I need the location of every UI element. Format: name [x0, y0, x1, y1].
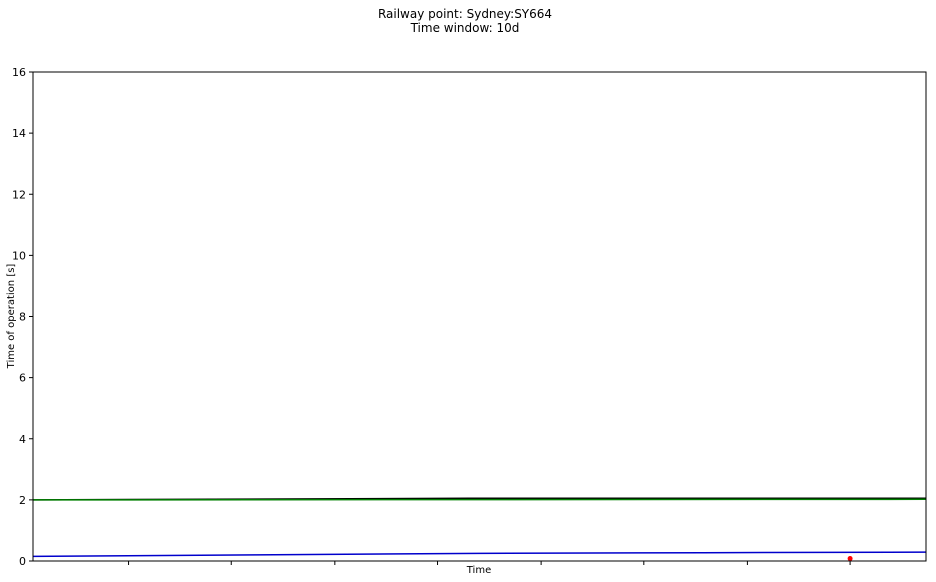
x-axis-label: Time: [466, 565, 491, 576]
y-tick-label: 4: [19, 433, 26, 446]
y-tick-label: 8: [19, 311, 26, 324]
y-tick-label: 12: [12, 188, 26, 201]
x-axis: [128, 561, 851, 565]
y-tick-label: 0: [19, 555, 26, 568]
y-tick-label: 10: [12, 249, 26, 262]
series-2-line: [32, 551, 927, 558]
y-tick-label: 16: [12, 66, 26, 79]
y-tick-label: 14: [12, 127, 26, 140]
chart-title: Railway point: Sydney:SY664: [378, 7, 552, 21]
y-tick-label: 6: [19, 372, 26, 385]
plot-frame: [32, 71, 927, 562]
series-layer: [32, 497, 927, 562]
y-axis: 0 2 4 6 8 10 12 14 16: [12, 66, 33, 568]
y-tick-label: 2: [19, 494, 26, 507]
y-axis-label: Time of operation [s]: [6, 264, 17, 370]
series-1-line: [32, 498, 927, 501]
series-3-point: [847, 556, 853, 562]
chart-subtitle: Time window: 10d: [410, 21, 520, 35]
